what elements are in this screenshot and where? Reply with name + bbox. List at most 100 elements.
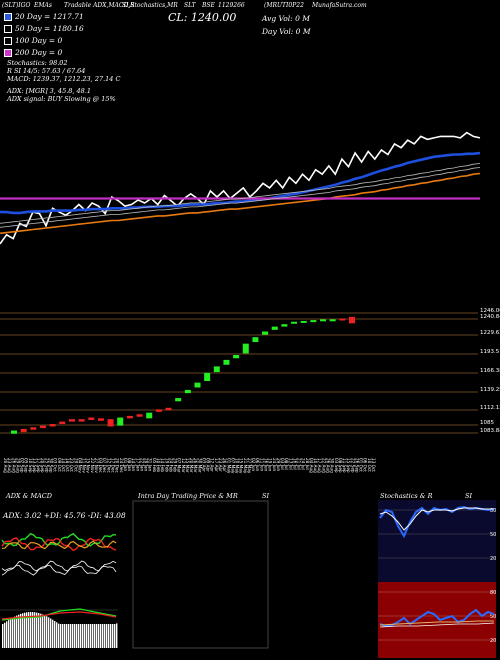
adx-panel-title: ADX & MACD (6, 492, 52, 500)
header-part: (MRUTI0P22 (264, 2, 304, 9)
x-tick-label: 01 Jan (123, 458, 128, 471)
candle (97, 418, 104, 421)
macd-bar (46, 616, 48, 648)
legend-label: 50 Day = 1180.16 (15, 24, 84, 33)
macd-bar (32, 612, 34, 648)
header-line: (SLT)IGO EMAs Tradable ADX,MACD,R SI,Sto… (2, 2, 498, 10)
macd-bar (18, 614, 20, 648)
macd-bar (108, 624, 110, 648)
series-line-ema-20 (0, 151, 481, 215)
y-tick-label: 1193.5 (480, 349, 500, 355)
rsi-text: R SI 14/5: 57.63 / 67.64 (7, 67, 86, 75)
macd-bar (42, 614, 44, 648)
y-tick-label: 1240.84 (480, 314, 500, 320)
candle (107, 419, 114, 427)
macd-bar (14, 616, 16, 648)
x-tick-label: 22 Aug (321, 458, 326, 473)
x-tick-label: 30 Mar (197, 458, 202, 473)
macd-bar (76, 624, 78, 648)
macd-bar (102, 624, 104, 648)
x-tick-label: 17 Apr (214, 458, 219, 472)
macd-bar (2, 624, 4, 648)
x-tick-label: 14 Jan (131, 458, 136, 471)
macd-bar (36, 612, 38, 648)
header-part: 1129266 (218, 2, 245, 9)
x-tick-label: 10 Aug (313, 458, 318, 473)
candle (281, 324, 288, 327)
rsi-line (379, 608, 495, 628)
x-tick-label: 06 Jun (255, 458, 260, 472)
candle (155, 409, 162, 412)
macd-bar (86, 624, 88, 648)
candle (165, 407, 172, 411)
x-tick-label: 15 Sep (346, 458, 351, 473)
x-tick-label: 13 Sep (32, 458, 37, 473)
candle (291, 321, 298, 324)
x-tick-label: 16 Jun (264, 458, 269, 472)
x-tick-label: 29 Jun (276, 458, 281, 472)
x-tick-label: 29 Aug (15, 458, 20, 473)
x-tick-label: 23 Apr (218, 458, 223, 472)
legend-item-ema200: 200 Day = 0 (4, 48, 84, 60)
x-tick-label: 08 Sep (338, 458, 343, 473)
macd-bar (50, 618, 52, 648)
x-tick-label: 26 Sep (355, 458, 360, 473)
candle (78, 419, 85, 422)
macd-bar (12, 617, 14, 648)
mrsi-level-label: 20 (490, 638, 496, 644)
macd-bar (78, 624, 80, 648)
legend-item-ema100: 100 Day = 0 (4, 36, 84, 48)
x-tick-label: 27 Nov (94, 458, 99, 473)
macd-bar (10, 618, 12, 648)
x-tick-label: 24 Feb (168, 458, 173, 472)
macd-bar (94, 624, 96, 648)
mrsi-level-label: 80 (490, 590, 496, 596)
x-tick-label: 16 Jul (292, 458, 297, 470)
candle (146, 412, 153, 419)
x-tick-label: 17 Sep (36, 458, 41, 473)
stoch-level-label: 20 (490, 556, 496, 562)
macd-bar (38, 613, 40, 648)
legend-item-ema20: 20 Day = 1217.71 (4, 12, 84, 24)
x-tick-label: 04 Nov (77, 458, 82, 473)
intraday-si-title: SI (262, 492, 270, 500)
series-line-ema-100 (0, 172, 481, 235)
x-tick-label: 24 Jul (301, 458, 306, 470)
x-tick-label: 14 Oct (61, 458, 66, 472)
x-tick-label: 15 May (239, 458, 244, 474)
stoch-panel-title: Stochastics & R (380, 492, 433, 500)
macd-bar (52, 619, 54, 648)
x-tick-label: 03 Apr (202, 458, 207, 472)
macd-bar (62, 624, 64, 648)
legend-item-ema50: 50 Day = 1180.16 (4, 24, 84, 36)
macd-bar (68, 624, 70, 648)
candle-chart: 1246.001240.84 1229.63 1193.5 1166.38 1139.2… (0, 308, 500, 474)
x-tick-label: 07 Mar (177, 458, 182, 473)
macd-bar (24, 612, 26, 648)
candle (68, 419, 75, 422)
x-tick-label: 03 Jul (280, 458, 285, 470)
x-tick-label: 22 Nov (90, 458, 95, 473)
x-tick-label: 01 May (226, 458, 231, 474)
candle (59, 421, 66, 425)
candle (329, 319, 336, 322)
candle (213, 366, 220, 373)
candle (252, 337, 259, 343)
x-tick-label: 26 Aug (11, 458, 16, 473)
macd-main-line (1, 611, 117, 620)
x-tick-label: 13 Oct (371, 458, 376, 472)
x-tick-label: 10 Sep (28, 458, 33, 473)
macd-bar (16, 615, 18, 648)
stoch-bg (378, 500, 496, 582)
stoch-level-label: 50 (490, 532, 496, 538)
macd-signal-line (1, 608, 117, 621)
stoch-level-label: 80 (490, 508, 496, 514)
minus-di-line (1, 537, 117, 552)
x-tick-label: 20 Mar (189, 458, 194, 473)
candle (39, 425, 46, 429)
candle (88, 417, 95, 420)
stoch-si-title: SI (465, 492, 473, 500)
x-tick-label: 22 Sep (350, 458, 355, 473)
x-tick-label: 30 Sep (49, 458, 54, 473)
mrsi-bg (378, 582, 496, 658)
